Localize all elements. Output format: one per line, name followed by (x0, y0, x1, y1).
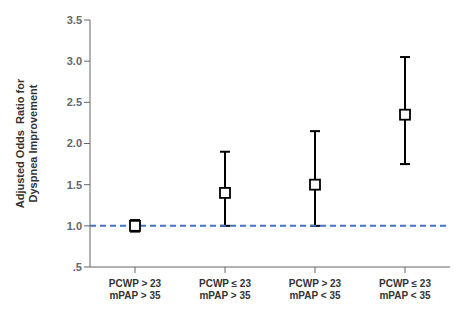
svg-text:3.0: 3.0 (67, 55, 82, 67)
svg-text:PCWP > 23mPAP > 35: PCWP > 23mPAP > 35 (109, 278, 162, 301)
svg-text:PCWP ≤ 23mPAP < 35: PCWP ≤ 23mPAP < 35 (379, 278, 431, 301)
svg-text:3.5: 3.5 (67, 14, 82, 26)
svg-text:PCWP ≤ 23mPAP > 35: PCWP ≤ 23mPAP > 35 (199, 278, 251, 301)
svg-text:2.5: 2.5 (67, 96, 82, 108)
svg-text:2.0: 2.0 (67, 137, 82, 149)
svg-text:1.5: 1.5 (67, 179, 82, 191)
svg-text:.5: .5 (73, 261, 82, 273)
svg-text:PCWP > 23mPAP < 35: PCWP > 23mPAP < 35 (289, 278, 342, 301)
svg-text:Adjusted Odds Ratio forDyspne: Adjusted Odds Ratio forDyspnea Improveme… (14, 78, 39, 208)
svg-text:1.0: 1.0 (67, 220, 82, 232)
